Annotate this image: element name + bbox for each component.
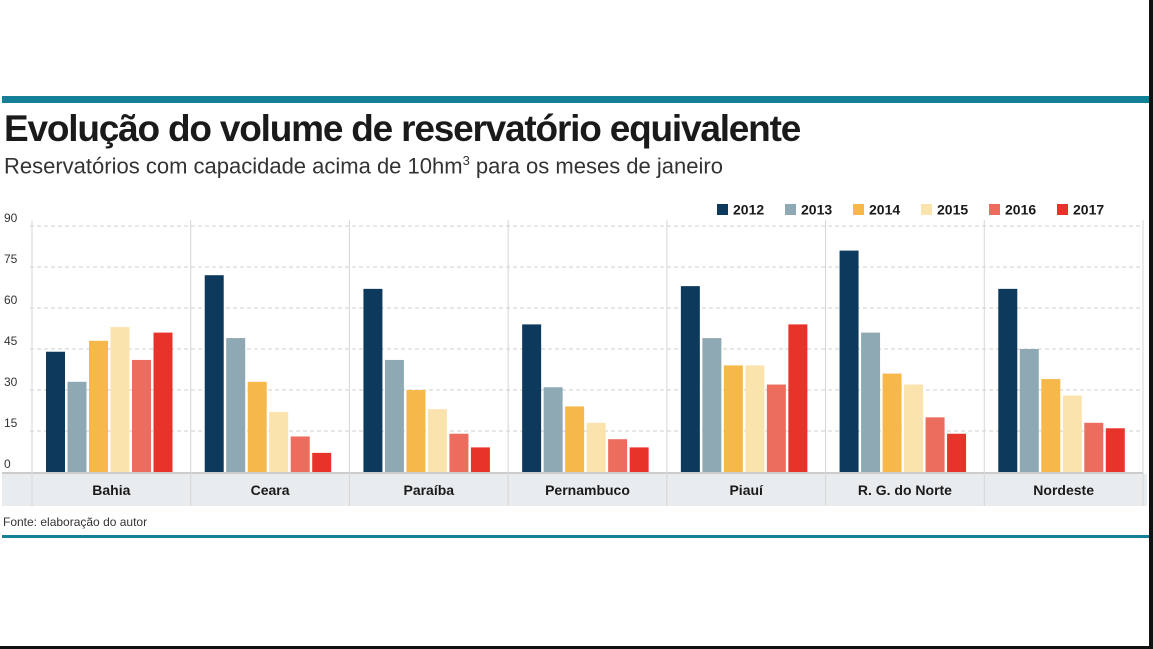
bar-2017 [788,324,808,472]
bar-2013 [1019,349,1039,472]
subtitle-superscript: 3 [462,153,470,168]
bar-2012 [522,324,542,472]
category-label: Piauí [729,482,764,498]
chart-title: Evolução do volume de reservatório equiv… [4,108,801,149]
bar-2016 [608,439,628,472]
bar-2012 [363,288,383,472]
bar-2016 [132,359,151,472]
y-tick-label: 45 [4,334,18,348]
legend-label-2012: 2012 [733,202,764,218]
bar-2016 [1084,422,1104,472]
frame-right-border [1149,0,1153,649]
frame-bottom-border [0,646,1153,649]
y-tick-label: 0 [4,457,11,471]
legend-label-2013: 2013 [801,202,832,218]
bar-2015 [1062,395,1082,472]
bar-2016 [290,436,310,472]
category-label: Ceara [251,482,290,498]
category-label: Nordeste [1033,482,1094,498]
bar-2013 [384,359,404,472]
bar-2017 [153,332,173,472]
bar-2017 [947,433,967,472]
bar-2014 [247,381,267,472]
bar-2012 [998,288,1018,472]
bar-2016 [925,417,945,472]
bar-2013 [702,338,722,472]
subtitle-suffix: para os meses de janeiro [469,153,723,179]
bar-2014 [565,406,585,472]
bar-2012 [839,250,859,472]
legend-swatch-2015 [921,204,932,215]
bar-2014 [882,373,902,472]
y-tick-label: 15 [4,416,18,430]
category-label: R. G. do Norte [858,482,952,498]
legend-swatch-2013 [785,204,796,215]
source-note: Fonte: elaboração do autor [3,515,148,529]
category-band [2,474,1147,506]
legend-swatch-2017 [1057,204,1068,215]
bar-2017 [1105,428,1125,472]
category-label: Bahia [92,482,130,498]
category-label: Pernambuco [545,482,630,498]
bar-2012 [680,286,700,472]
bar-2015 [586,422,606,472]
legend-label-2016: 2016 [1005,202,1036,218]
bar-2012 [46,351,65,472]
y-tick-label: 75 [4,252,18,266]
y-tick-label: 30 [4,375,18,389]
bar-2016 [766,384,786,472]
bar-chart: 0 15 30 45 60 75 90 Bahia Ceara Paraíba Pernambuco… [2,202,1147,506]
bar-2015 [745,365,765,472]
bar-2015 [269,411,289,472]
bar-2014 [89,340,108,472]
bar-2012 [204,275,224,472]
bar-2013 [861,332,881,472]
bar-2017 [470,447,490,472]
bar-2015 [904,384,924,472]
top-rule [2,96,1149,103]
bar-2017 [312,452,332,472]
y-tick-label: 60 [4,293,18,307]
legend-swatch-2012 [717,204,728,215]
bar-2014 [1041,379,1061,472]
bar-2014 [406,390,426,472]
bottom-rule [2,535,1149,538]
subtitle-text: Reservatórios com capacidade acima de 10… [4,153,463,179]
bar-2014 [723,365,743,472]
bar-2015 [110,327,130,472]
bar-2013 [226,338,246,472]
chart-subtitle: Reservatórios com capacidade acima de 10… [4,153,723,179]
legend-label-2015: 2015 [937,202,968,218]
bar-2013 [67,381,87,472]
legend-swatch-2014 [853,204,864,215]
bar-2016 [449,433,469,472]
bar-2013 [543,387,563,472]
bar-2017 [629,447,649,472]
legend-label-2014: 2014 [869,202,900,218]
y-tick-label: 90 [4,211,18,225]
bar-2015 [427,409,447,472]
category-label: Paraíba [403,482,454,498]
legend-swatch-2016 [989,204,1000,215]
legend-label-2017: 2017 [1073,202,1104,218]
